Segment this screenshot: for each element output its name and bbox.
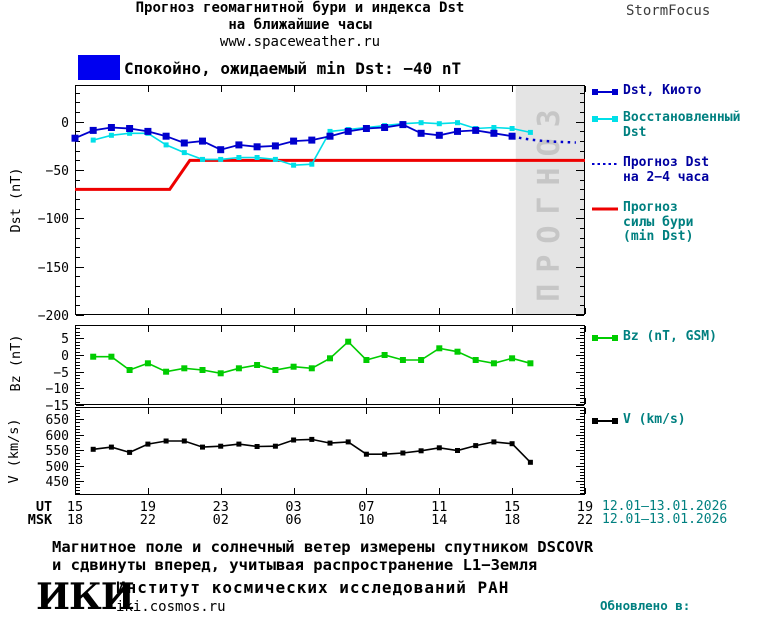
svg-text:500: 500 xyxy=(46,460,69,475)
kyoto-line-icon xyxy=(592,87,618,97)
svg-text:−100: −100 xyxy=(38,212,69,227)
svg-text:ПРОГНОЗ: ПРОГНОЗ xyxy=(532,98,567,301)
x-tick-label: 18 xyxy=(66,512,84,528)
x-tick-label: 22 xyxy=(576,512,594,528)
footer-note-line1: Магнитное поле и солнечный ветер измерен… xyxy=(52,538,594,556)
x-tick-label: 14 xyxy=(431,512,448,528)
x-axis-msk-row: MSK 18 22 02 06 10 14 18 22 xyxy=(0,512,760,528)
storm-line-icon xyxy=(592,204,618,214)
legend-v: V (km/s) xyxy=(592,412,686,428)
bz-line-icon xyxy=(592,333,618,343)
title-block: Прогноз геомагнитной бури и индекса Dst … xyxy=(30,0,570,50)
dst-chart: ПРОГНОЗ 0 −50 −100 −150 −200 xyxy=(38,85,586,321)
x-tick-label: 10 xyxy=(358,512,375,528)
svg-text:−200: −200 xyxy=(38,309,69,321)
footer-note-line2: и сдвинуты вперед, учитывая распростране… xyxy=(52,556,538,574)
svg-text:−150: −150 xyxy=(38,261,69,276)
updated-block: Обновлено в: UT 15:05, 13.01.2026 MSK 18… xyxy=(600,563,758,620)
legend-storm-forecast: Прогноз силы бури (min Dst) xyxy=(592,200,693,245)
svg-text:−15: −15 xyxy=(46,399,69,411)
svg-text:0: 0 xyxy=(61,116,69,131)
legend-dst-recovered: Восстановленный Dst xyxy=(592,110,740,140)
msk-row-label: MSK xyxy=(27,512,53,528)
site-url-link[interactable]: www.spaceweather.ru xyxy=(219,34,381,50)
page-subtitle: на ближайшие часы xyxy=(228,17,372,33)
legend-dst-forecast: Прогноз Dst на 2−4 часа xyxy=(592,155,709,185)
x-tick-label: 18 xyxy=(504,512,521,528)
status-text: Спокойно, ожидаемый min Dst: −40 nT xyxy=(124,59,462,78)
institute-url-link[interactable]: iki.cosmos.ru xyxy=(116,599,226,615)
svg-text:450: 450 xyxy=(46,475,69,490)
x-tick-label: 22 xyxy=(139,512,156,528)
recovered-line-icon xyxy=(592,114,618,124)
updated-title: Обновлено в: xyxy=(600,598,691,613)
x-tick-label: 15 xyxy=(66,499,84,515)
x-tick-label: 23 xyxy=(212,499,229,515)
svg-text:600: 600 xyxy=(46,429,69,444)
svg-text:5: 5 xyxy=(61,332,69,347)
ut-row-label: UT xyxy=(35,499,53,515)
institute-name: Институт космических исследований РАН xyxy=(116,578,510,597)
svg-text:−50: −50 xyxy=(46,164,69,179)
svg-text:−5: −5 xyxy=(53,366,69,381)
x-tick-label: 15 xyxy=(504,499,521,515)
legend-dst-kyoto: Dst, Киото xyxy=(592,83,701,99)
x-axis-ut-row: UT 15 19 23 03 07 11 15 19 xyxy=(0,499,760,515)
x-tick-label: 02 xyxy=(212,512,229,528)
svg-text:650: 650 xyxy=(46,413,69,428)
x-tick-label: 19 xyxy=(139,499,156,515)
bz-chart: 5 0 −5−10 −15 xyxy=(46,325,586,411)
x-tick-label: 19 xyxy=(576,499,594,515)
x-tick-label: 03 xyxy=(285,499,302,515)
legend-bz: Bz (nT, GSM) xyxy=(592,329,717,345)
page-title: Прогноз геомагнитной бури и индекса Dst xyxy=(135,0,465,16)
msk-date-range: 12.01–13.01.2026 xyxy=(602,512,728,527)
v-axis-title: V (km/s) xyxy=(6,418,22,484)
brand-label: StormFocus xyxy=(626,3,711,19)
iki-logo: ИКИ xyxy=(36,576,135,618)
forecast-dotted-line-icon xyxy=(592,159,618,169)
x-tick-label: 07 xyxy=(358,499,375,515)
svg-text:−10: −10 xyxy=(46,382,69,397)
dst-axis-title: Dst (nT) xyxy=(8,167,24,233)
bz-axis-title: Bz (nT) xyxy=(8,334,24,392)
v-line-icon xyxy=(592,416,618,426)
x-tick-label: 11 xyxy=(431,499,448,515)
status-color-swatch xyxy=(78,55,120,80)
x-tick-label: 06 xyxy=(285,512,302,528)
ut-date-range: 12.01–13.01.2026 xyxy=(602,499,728,514)
svg-text:0: 0 xyxy=(61,349,69,364)
svg-text:550: 550 xyxy=(46,444,69,459)
